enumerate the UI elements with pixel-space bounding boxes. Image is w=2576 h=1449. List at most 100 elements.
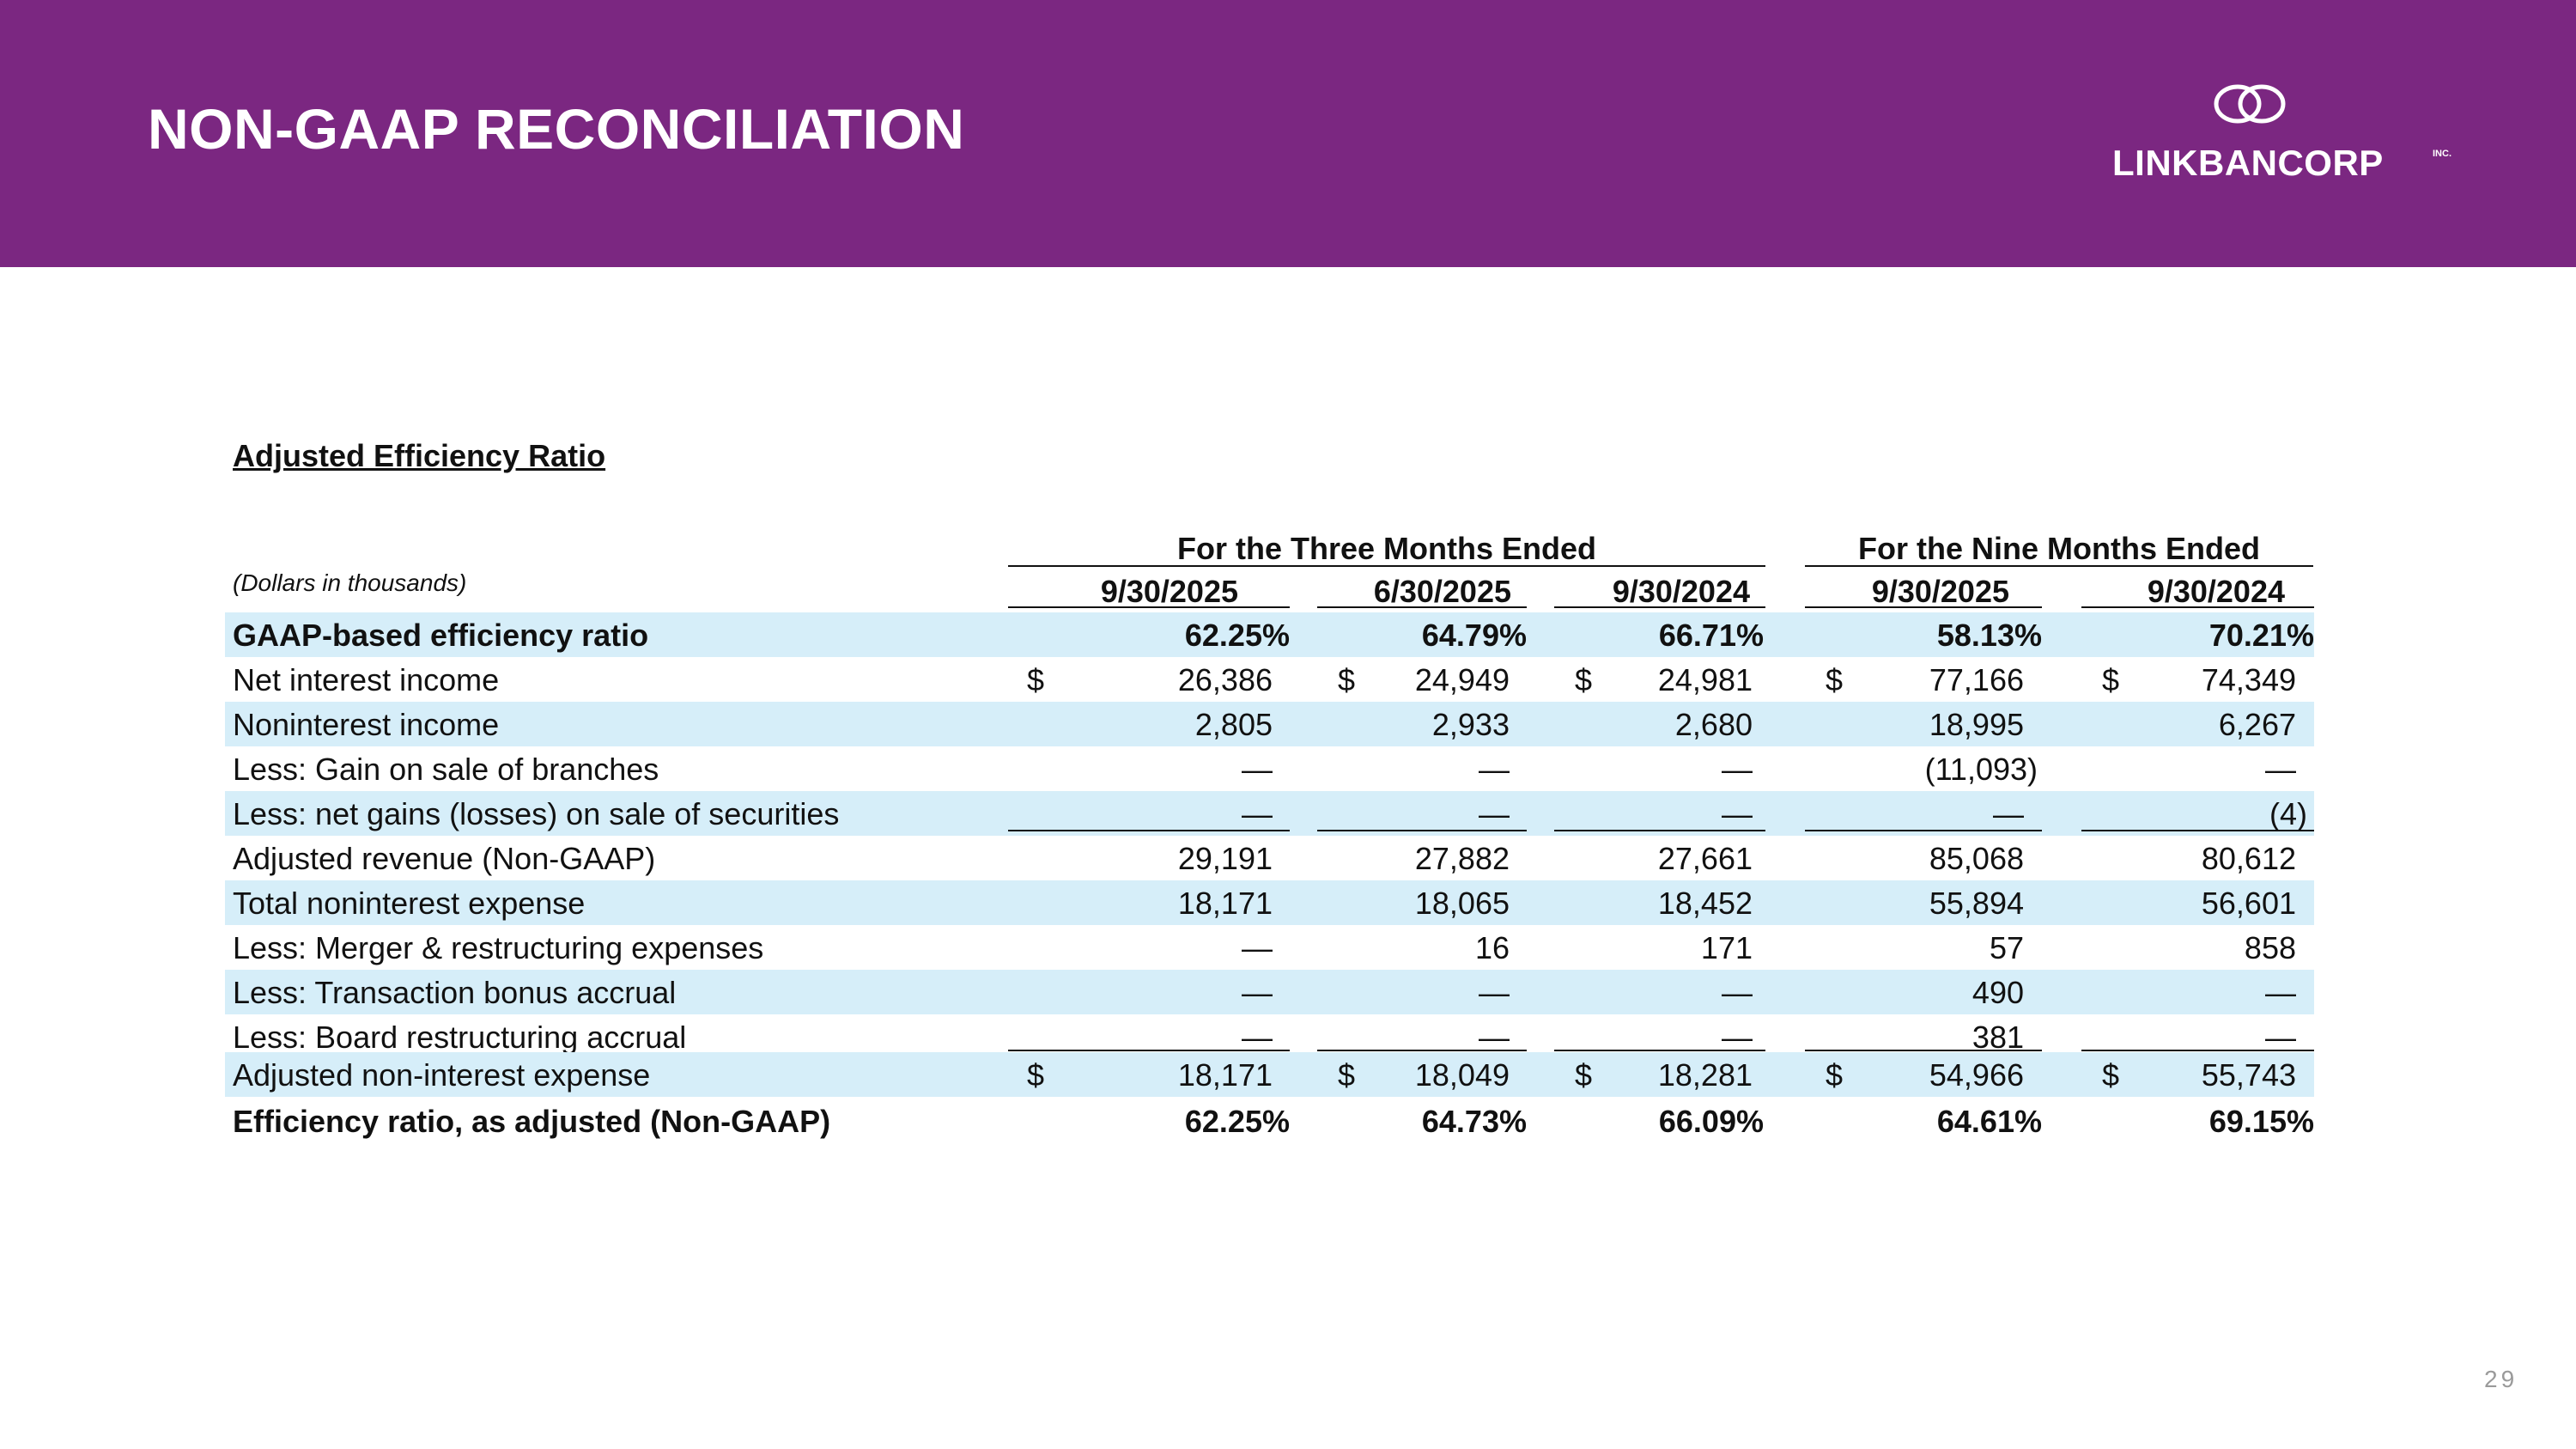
subtotal-rule (1317, 830, 1527, 831)
units-note: (Dollars in thousands) (233, 569, 467, 596)
cell-9m-2024: — (2265, 1020, 2296, 1055)
cell-3m-q3-2024: — (1722, 975, 1753, 1010)
dollar-sign: $ (1575, 1057, 1593, 1093)
cell-9m-2025: 54,966 (1929, 1057, 2024, 1093)
cell-9m-2024: (4) (2269, 796, 2307, 831)
row-label: Less: net gains (losses) on sale of secu… (233, 796, 840, 831)
cell-3m-q2-2025: — (1479, 796, 1510, 831)
table-row-adjusted-efficiency-ratio: Efficiency ratio, as adjusted (Non-GAAP)… (225, 1099, 2314, 1143)
dollar-sign: $ (2102, 662, 2120, 697)
column-header: 9/30/2024 (1554, 574, 1765, 609)
table-row-adjusted-revenue: Adjusted revenue (Non-GAAP) 29,191 27,88… (225, 836, 2314, 880)
dollar-sign: $ (1826, 662, 1844, 697)
cell-3m-q3-2025: — (1242, 796, 1273, 831)
subtotal-rule (1008, 1050, 1290, 1051)
table-row-merger-restructuring: Less: Merger & restructuring expenses — … (225, 925, 2314, 970)
cell-3m-q2-2025: 64.73% (1421, 1104, 1527, 1139)
subtotal-rule (1554, 830, 1765, 831)
cell-3m-q2-2025: — (1479, 975, 1510, 1010)
row-label: Less: Transaction bonus accrual (233, 975, 677, 1010)
table-row-net-interest-income: Net interest income $ 26,386 $ 24,949 $ … (225, 657, 2314, 702)
table-row-gain-on-sale-of-branches: Less: Gain on sale of branches — — — (11… (225, 746, 2314, 791)
cell-3m-q3-2024: — (1722, 796, 1753, 831)
cell-9m-2024: — (2265, 752, 2296, 787)
subtotal-rule (1805, 1050, 2042, 1051)
cell-9m-2024: 56,601 (2201, 886, 2296, 921)
cell-9m-2025: 18,995 (1929, 707, 2024, 742)
cell-9m-2024: 80,612 (2201, 841, 2296, 876)
dollar-sign: $ (2102, 1057, 2120, 1093)
cell-3m-q3-2025: — (1242, 930, 1273, 965)
cell-9m-2024: 70.21% (2208, 618, 2314, 653)
subtotal-rule (1554, 1050, 1765, 1051)
dollar-sign: $ (1826, 1057, 1844, 1093)
nine-months-group-header: For the Nine Months Ended (1805, 531, 2313, 567)
cell-3m-q2-2025: 16 (1474, 930, 1510, 965)
cell-3m-q2-2025: 64.79% (1421, 618, 1527, 653)
subtotal-rule (1008, 830, 1290, 831)
cell-3m-q3-2024: 18,281 (1657, 1057, 1753, 1093)
table-row-net-gains-on-securities: Less: net gains (losses) on sale of secu… (225, 791, 2314, 836)
row-label: Less: Gain on sale of branches (233, 752, 659, 787)
cell-9m-2025: 64.61% (1936, 1104, 2042, 1139)
cell-3m-q3-2025: 62.25% (1184, 1104, 1290, 1139)
table-row-total-noninterest-expense: Total noninterest expense 18,171 18,065 … (225, 880, 2314, 925)
row-label: Adjusted non-interest expense (233, 1057, 651, 1093)
logo-wordmark: LINKBANCORP (2112, 143, 2384, 183)
table-row-gaap-efficiency-ratio: GAAP-based efficiency ratio 62.25% 64.79… (225, 612, 2314, 657)
cell-3m-q2-2025: 2,933 (1431, 707, 1510, 742)
row-label: Less: Merger & restructuring expenses (233, 930, 764, 965)
cell-3m-q3-2024: 2,680 (1674, 707, 1753, 742)
cell-3m-q3-2025: — (1242, 1020, 1273, 1055)
cell-9m-2024: 69.15% (2208, 1104, 2314, 1139)
row-label: Less: Board restructuring accrual (233, 1020, 687, 1055)
dollar-sign: $ (1575, 662, 1593, 697)
linked-rings-logo-icon (2214, 84, 2286, 124)
cell-3m-q3-2025: 26,386 (1177, 662, 1273, 697)
table-row-board-restructuring: Less: Board restructuring accrual — — — … (225, 1014, 2314, 1059)
cell-3m-q2-2025: — (1479, 1020, 1510, 1055)
row-label: Net interest income (233, 662, 500, 697)
three-months-group-header: For the Three Months Ended (1008, 531, 1765, 567)
column-header: 9/30/2025 (1805, 574, 2042, 609)
cell-9m-2024: 6,267 (2218, 707, 2296, 742)
cell-3m-q3-2025: 18,171 (1177, 1057, 1273, 1093)
cell-3m-q3-2025: — (1242, 752, 1273, 787)
row-label: Adjusted revenue (Non-GAAP) (233, 841, 656, 876)
subtotal-rule (2081, 830, 2314, 831)
cell-9m-2024: 74,349 (2201, 662, 2296, 697)
row-label: Noninterest income (233, 707, 500, 742)
subtotal-rule (2081, 1050, 2314, 1051)
cell-9m-2025: — (1993, 796, 2024, 831)
cell-9m-2024: 55,743 (2201, 1057, 2296, 1093)
cell-3m-q2-2025: 18,065 (1414, 886, 1510, 921)
cell-9m-2025: (11,093) (1924, 752, 2038, 787)
table-row-noninterest-income: Noninterest income 2,805 2,933 2,680 18,… (225, 702, 2314, 746)
column-header: 9/30/2024 (2081, 574, 2314, 609)
table-row-transaction-bonus: Less: Transaction bonus accrual — — — 49… (225, 970, 2314, 1014)
cell-3m-q3-2024: 66.71% (1658, 618, 1764, 653)
cell-3m-q2-2025: 27,882 (1414, 841, 1510, 876)
cell-9m-2025: 57 (1989, 930, 2024, 965)
subtotal-rule (1805, 830, 2042, 831)
row-label: Total noninterest expense (233, 886, 586, 921)
cell-3m-q3-2024: 24,981 (1657, 662, 1753, 697)
cell-9m-2025: 77,166 (1929, 662, 2024, 697)
cell-3m-q3-2025: 62.25% (1184, 618, 1290, 653)
cell-9m-2024: 858 (2244, 930, 2296, 965)
row-label: GAAP-based efficiency ratio (233, 618, 649, 653)
cell-3m-q3-2024: 171 (1700, 930, 1753, 965)
cell-3m-q3-2025: 2,805 (1194, 707, 1273, 742)
cell-3m-q3-2024: 27,661 (1657, 841, 1753, 876)
cell-9m-2025: 85,068 (1929, 841, 2024, 876)
header-banner: NON-GAAP RECONCILIATION LINKBANCORP INC. (0, 0, 2576, 267)
column-header: 9/30/2025 (1008, 574, 1290, 609)
cell-3m-q2-2025: — (1479, 752, 1510, 787)
cell-9m-2024: — (2265, 975, 2296, 1010)
dollar-sign: $ (1338, 1057, 1356, 1093)
logo-inc-mark: INC. (2433, 149, 2451, 159)
section-title: Adjusted Efficiency Ratio (233, 438, 606, 473)
column-header: 6/30/2025 (1317, 574, 1527, 609)
dollar-sign: $ (1027, 662, 1045, 697)
cell-9m-2025: 55,894 (1929, 886, 2024, 921)
